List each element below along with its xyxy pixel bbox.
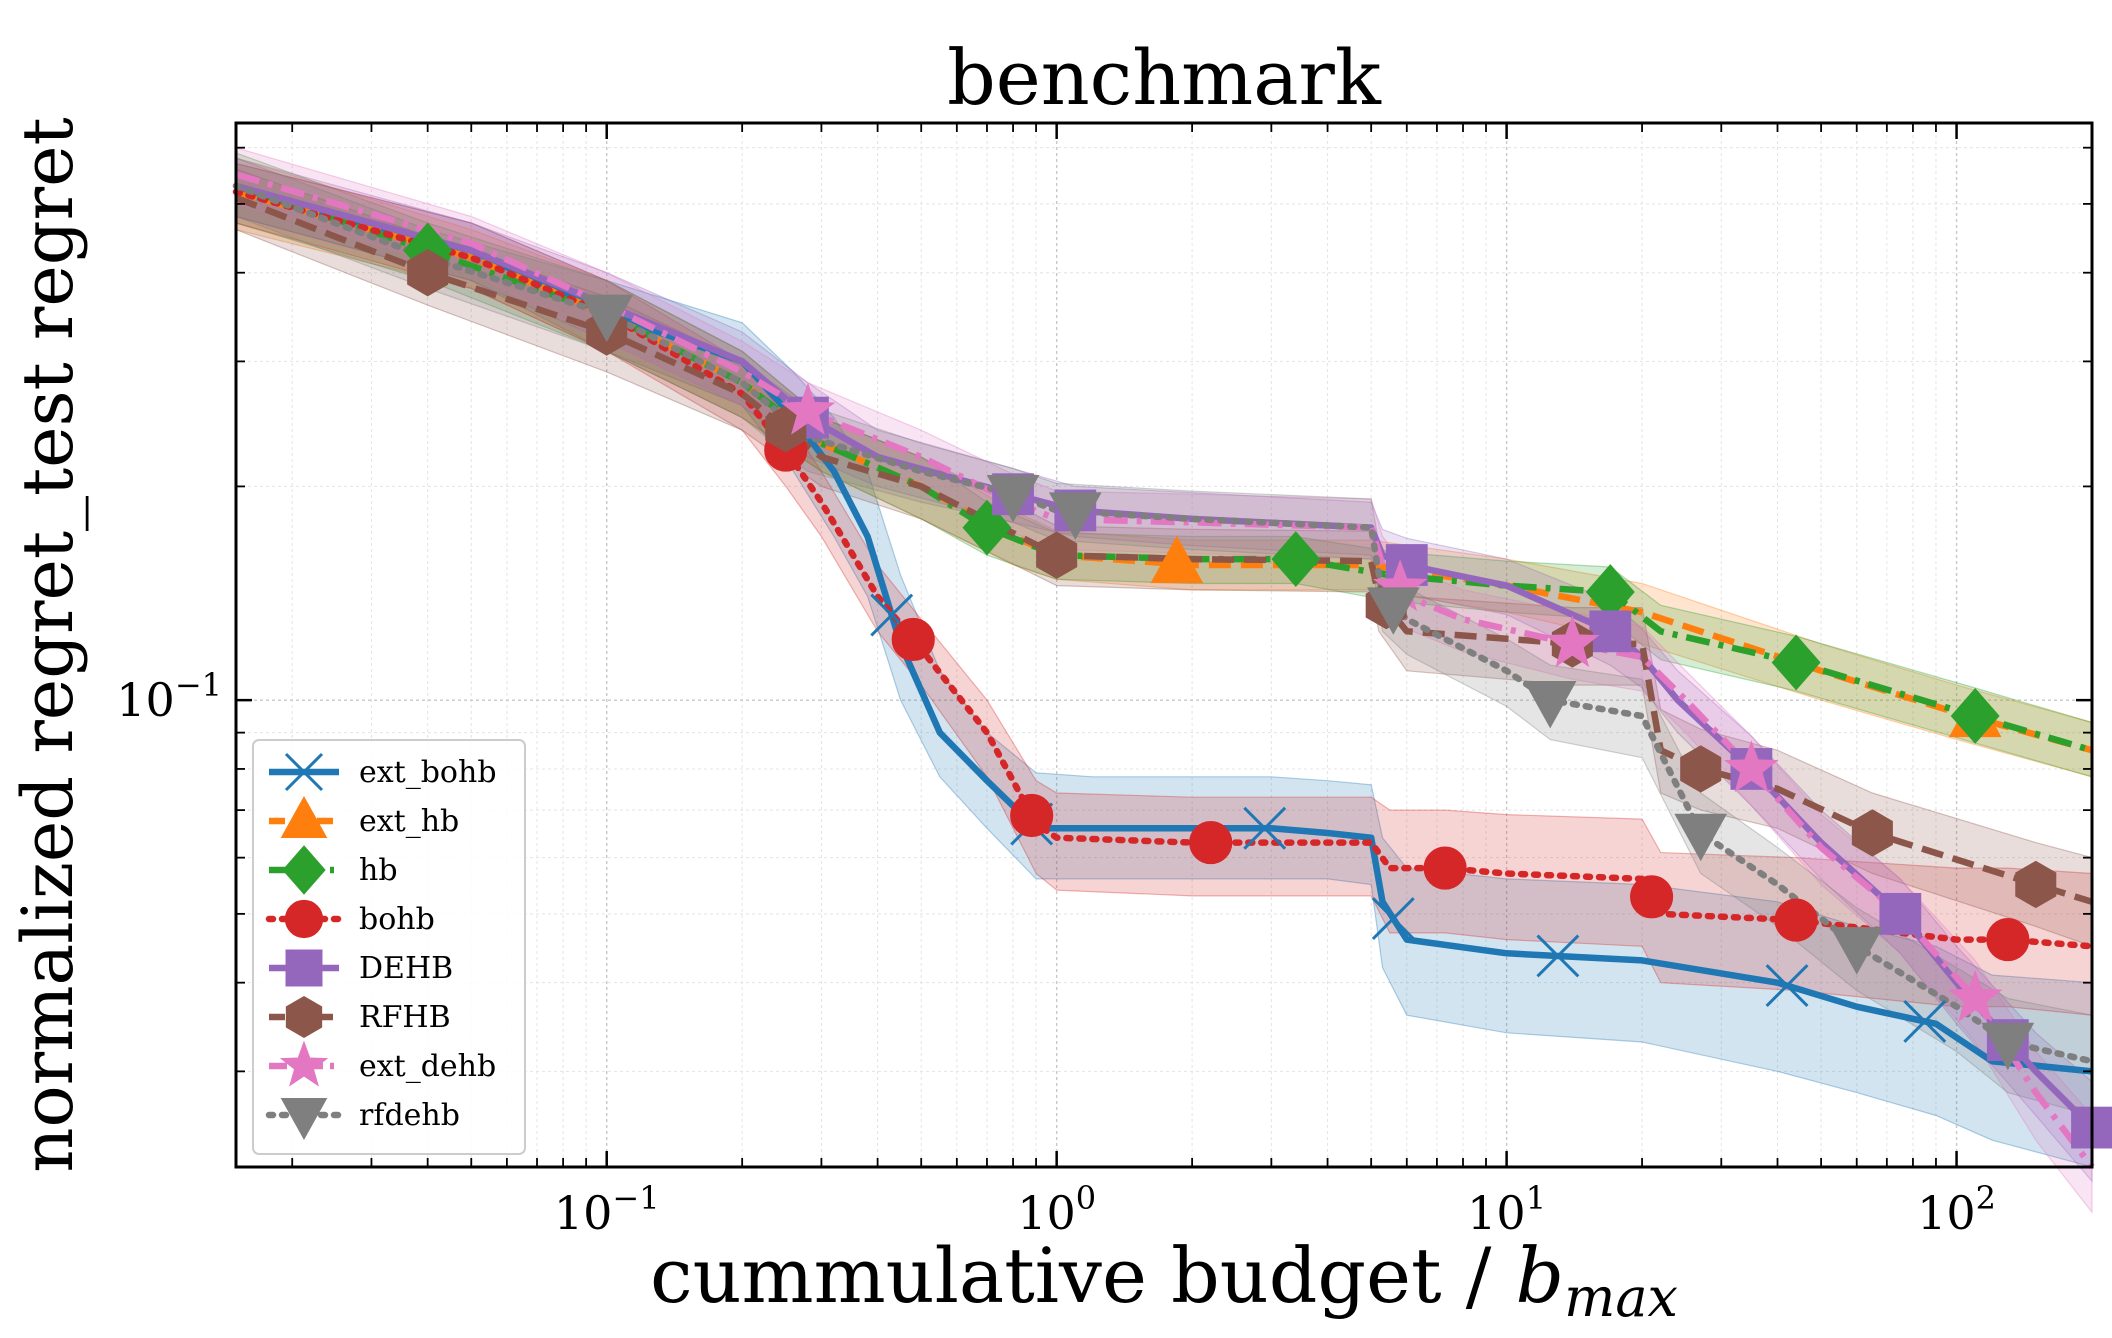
marker-ext-bohb bbox=[1371, 897, 1415, 941]
x-tick-label: 102 bbox=[1917, 1179, 1996, 1240]
y-tick-label-exponent: −1 bbox=[175, 666, 222, 704]
line-ext-dehb bbox=[235, 171, 2095, 1169]
marker-dehb bbox=[1879, 892, 1922, 935]
marker-ext-bohb bbox=[1903, 999, 1947, 1043]
legend-label: rfdehb bbox=[359, 1098, 460, 1133]
marker-rfdehb bbox=[1981, 1022, 2035, 1071]
legend-item-rfdehb: rfdehb bbox=[265, 1098, 460, 1141]
x-axis-label-math: b bbox=[1515, 1231, 1564, 1320]
marker-ext-dehb bbox=[780, 382, 836, 435]
y-tick-label-base: 10 bbox=[116, 673, 175, 727]
marker-bohb bbox=[1774, 898, 1818, 942]
legend-label: RFHB bbox=[359, 1000, 451, 1035]
marker-hb bbox=[1271, 531, 1321, 588]
legend-label: ext_dehb bbox=[359, 1049, 496, 1084]
markers-ext-dehb bbox=[780, 382, 2003, 1022]
legend-marker bbox=[284, 899, 324, 939]
marker-ext-dehb bbox=[1545, 615, 1600, 668]
marker-rfhb bbox=[1680, 745, 1722, 793]
marker-rfdehb bbox=[580, 294, 634, 343]
x-tick-label-exponent: 2 bbox=[1976, 1179, 1996, 1217]
legend-marker bbox=[284, 752, 324, 792]
legend-item-ext-dehb: ext_dehb bbox=[269, 1040, 496, 1087]
x-tick-label-exponent: 0 bbox=[1076, 1179, 1096, 1217]
legend-label: ext_hb bbox=[359, 804, 459, 839]
legend-marker bbox=[282, 845, 326, 895]
marker-bohb bbox=[1630, 875, 1674, 919]
chart-title: benchmark bbox=[947, 33, 1382, 122]
marker-bohb bbox=[1986, 917, 2030, 962]
x-axis-label: cummulative budget / bmax bbox=[650, 1231, 1678, 1329]
x-tick-label-base: 10 bbox=[1467, 1186, 1526, 1240]
x-axis-label-subscript: max bbox=[1564, 1266, 1678, 1329]
legend-marker bbox=[285, 996, 323, 1038]
line-bohb bbox=[232, 188, 2096, 950]
legend-item-ext-bohb: ext_bohb bbox=[269, 752, 497, 792]
legend-marker bbox=[279, 1040, 329, 1087]
y-axis-label: normalized regret_test regret bbox=[7, 117, 89, 1172]
marker-ext-dehb bbox=[1724, 740, 1779, 793]
legend-marker bbox=[285, 949, 323, 987]
marker-ext-hb bbox=[1150, 535, 1204, 584]
marker-rfdehb bbox=[1674, 813, 1728, 862]
legend-item-dehb: DEHB bbox=[269, 949, 453, 987]
legend-item-ext-hb: ext_hb bbox=[269, 795, 459, 839]
marker-rfdehb bbox=[1830, 927, 1884, 975]
marker-hb bbox=[1771, 634, 1821, 691]
x-tick-label-exponent: 1 bbox=[1526, 1179, 1546, 1217]
marker-ext-bohb bbox=[1243, 806, 1287, 850]
legend-box bbox=[252, 739, 526, 1155]
legend-marker bbox=[280, 1098, 328, 1141]
marker-rfhb bbox=[1851, 809, 1893, 857]
marker-bohb bbox=[891, 617, 935, 662]
x-tick-label: 101 bbox=[1467, 1179, 1546, 1240]
marker-dehb bbox=[1589, 610, 1632, 653]
markers-rfdehb bbox=[580, 294, 2035, 1071]
marker-rfhb bbox=[407, 249, 449, 297]
marker-bohb bbox=[1423, 846, 1467, 890]
legend-item-bohb: bohb bbox=[265, 899, 435, 939]
legend-item-rfhb: RFHB bbox=[269, 996, 451, 1038]
marker-rfdehb bbox=[986, 475, 1040, 523]
marker-rfhb bbox=[1036, 531, 1078, 579]
x-tick-label-exponent: −1 bbox=[612, 1179, 659, 1217]
marker-rfdehb bbox=[1523, 680, 1577, 729]
marker-rfdehb bbox=[1366, 587, 1420, 635]
marker-hb bbox=[1950, 687, 2000, 744]
marker-rfhb bbox=[2015, 860, 2057, 909]
marker-ext-bohb bbox=[1536, 934, 1580, 978]
legend-marker bbox=[280, 795, 328, 838]
y-tick-label: 10−1 bbox=[116, 666, 222, 727]
x-tick-label: 100 bbox=[1017, 1179, 1096, 1240]
legend-label: bohb bbox=[359, 902, 435, 937]
marker-bohb bbox=[1010, 793, 1054, 838]
marker-bohb bbox=[1189, 821, 1233, 865]
legend-label: DEHB bbox=[359, 951, 453, 986]
plot-frame bbox=[234, 121, 2094, 1169]
x-tick-label: 10−1 bbox=[554, 1179, 660, 1240]
x-axis-label-text: cummulative budget / bbox=[650, 1231, 1515, 1320]
x-tick-label-base: 10 bbox=[1017, 1186, 1076, 1240]
marker-rfdehb bbox=[1048, 492, 1102, 540]
legend-item-hb: hb bbox=[269, 845, 398, 895]
x-tick-label-base: 10 bbox=[554, 1186, 613, 1240]
legend-label: ext_bohb bbox=[359, 755, 497, 790]
line-rfhb bbox=[234, 194, 2093, 905]
marker-ext-bohb bbox=[1765, 964, 1809, 1008]
axis-ticks bbox=[236, 123, 2093, 1167]
marker-ext-dehb bbox=[1947, 969, 2003, 1022]
legend-label: hb bbox=[359, 853, 398, 888]
x-tick-label-base: 10 bbox=[1917, 1186, 1976, 1240]
